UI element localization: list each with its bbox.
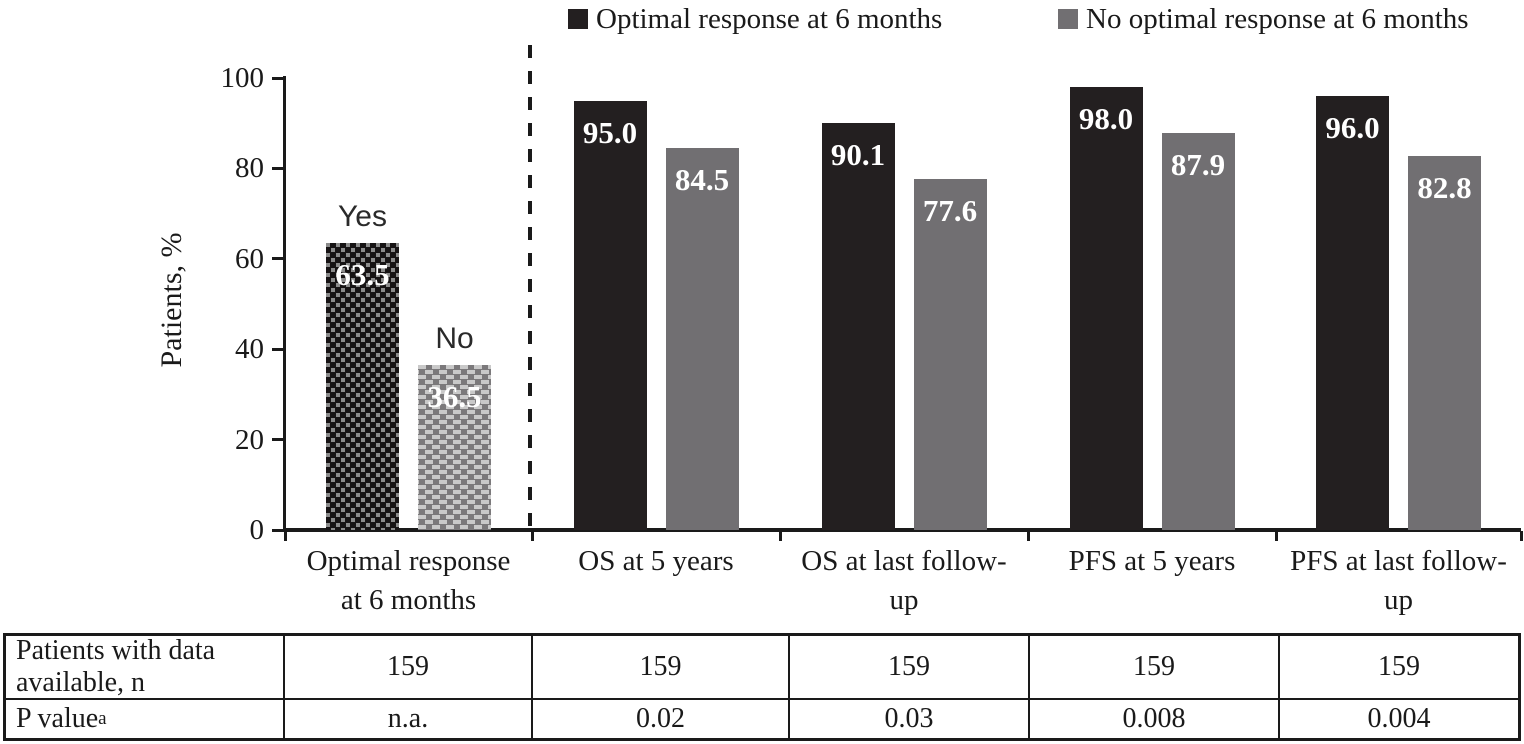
table-cell: 0.004 <box>1367 703 1431 734</box>
y-axis-tick <box>272 438 283 442</box>
x-axis-line <box>283 528 1521 532</box>
table-cell: 159 <box>790 636 1030 700</box>
bar-value-label: 77.6 <box>922 193 978 229</box>
x-axis-tick <box>1519 531 1523 541</box>
table-cell: 0.03 <box>790 700 1030 738</box>
x-category-label-line: PFS at last follow- <box>1290 545 1507 577</box>
bar-value-label: 98.0 <box>1078 101 1134 137</box>
legend-label: No optimal response at 6 months <box>1086 3 1469 35</box>
bar-annotation-no: No <box>435 322 474 356</box>
y-axis-tick-label: 20 <box>235 423 264 456</box>
y-axis-tick-label: 60 <box>235 242 264 275</box>
bar-series2-group4 <box>1161 132 1235 530</box>
table-row-label: P value a <box>6 700 285 738</box>
x-category-label-line: OS at last follow- <box>801 545 1007 577</box>
y-axis-tick <box>272 166 283 170</box>
x-category-label: Optimal response at 6 months <box>259 542 559 620</box>
x-category-label-line: at 6 months <box>340 584 477 616</box>
bar-value-label: 87.9 <box>1170 146 1226 182</box>
y-axis-tick-label: 0 <box>249 514 265 546</box>
black-square-icon <box>568 9 588 29</box>
table-cell: 0.008 <box>1030 700 1280 738</box>
bar-annotation-yes: Yes <box>338 199 387 233</box>
table-cell: n.a. <box>285 700 533 738</box>
bar-series2-group2 <box>665 148 739 530</box>
gray-square-icon <box>1058 9 1078 29</box>
legend-item-no-optimal-response: No optimal response at 6 months <box>1058 4 1469 34</box>
x-category-label: OS at 5 years <box>506 542 806 581</box>
bar-series1-group1 <box>326 242 399 530</box>
legend-label: Optimal response at 6 months <box>596 3 943 35</box>
bar-value-label: 36.5 <box>427 379 482 415</box>
x-axis-tick <box>778 531 782 541</box>
y-axis-tick <box>272 528 283 532</box>
bar-series1-group5 <box>1316 96 1389 530</box>
table-cell: 0.02 <box>533 700 790 738</box>
table-cell: 159 <box>1030 636 1280 700</box>
bar-series2-group3 <box>913 179 987 530</box>
bar-value-label: 63.5 <box>335 256 390 292</box>
bar-series1-group4 <box>1069 87 1143 530</box>
x-category-label: PFS at 5 years <box>1002 542 1302 581</box>
x-axis-tick <box>530 531 534 541</box>
y-axis-line <box>283 76 286 532</box>
y-axis-tick <box>272 347 283 351</box>
bar-series1-group2 <box>573 100 647 530</box>
x-category-label-line: up <box>889 584 919 616</box>
table-cell: 159 <box>1280 636 1518 700</box>
x-axis-tick <box>1274 531 1278 541</box>
bar-series2-group5 <box>1408 155 1481 530</box>
table-row-label-text: Patients with data available, n <box>16 635 216 698</box>
y-axis-tick-label: 100 <box>220 62 265 94</box>
x-category-label-line: Optimal response <box>306 545 511 577</box>
y-axis-tick-label: 80 <box>235 152 264 185</box>
x-category-label: PFS at last follow-up <box>1249 542 1524 620</box>
bar-series1-group3 <box>821 122 895 530</box>
bar-value-label: 90.1 <box>830 136 886 172</box>
x-category-label: OS at last follow-up <box>754 542 1054 620</box>
bar-value-label: 84.5 <box>674 162 730 198</box>
y-axis-title: Patients, % <box>155 232 188 368</box>
table-row-label: Patients with data available, n <box>6 635 285 700</box>
bar-value-label: 96.0 <box>1325 110 1380 146</box>
bar-value-label: 82.8 <box>1417 169 1472 205</box>
legend-item-optimal-response: Optimal response at 6 months <box>568 4 942 34</box>
y-axis-tick <box>272 257 283 261</box>
table-cell: 159 <box>533 636 790 700</box>
table-cell: 159 <box>285 636 533 700</box>
x-axis-tick <box>283 531 287 541</box>
x-category-label-line: up <box>1384 584 1413 616</box>
table-row-label-text: P value <box>16 703 99 734</box>
dashed-separator-line <box>528 45 532 532</box>
x-category-label-line: PFS at 5 years <box>1068 545 1236 577</box>
bar-value-label: 95.0 <box>582 114 638 150</box>
x-category-label-line: OS at 5 years <box>578 545 734 577</box>
y-axis-tick <box>272 76 283 80</box>
bar-series2-group1 <box>418 365 491 530</box>
y-axis-tick-label: 40 <box>235 333 264 366</box>
summary-table: Patients with data available, n 159 159 159… <box>3 633 1521 741</box>
x-axis-tick <box>1026 531 1030 541</box>
